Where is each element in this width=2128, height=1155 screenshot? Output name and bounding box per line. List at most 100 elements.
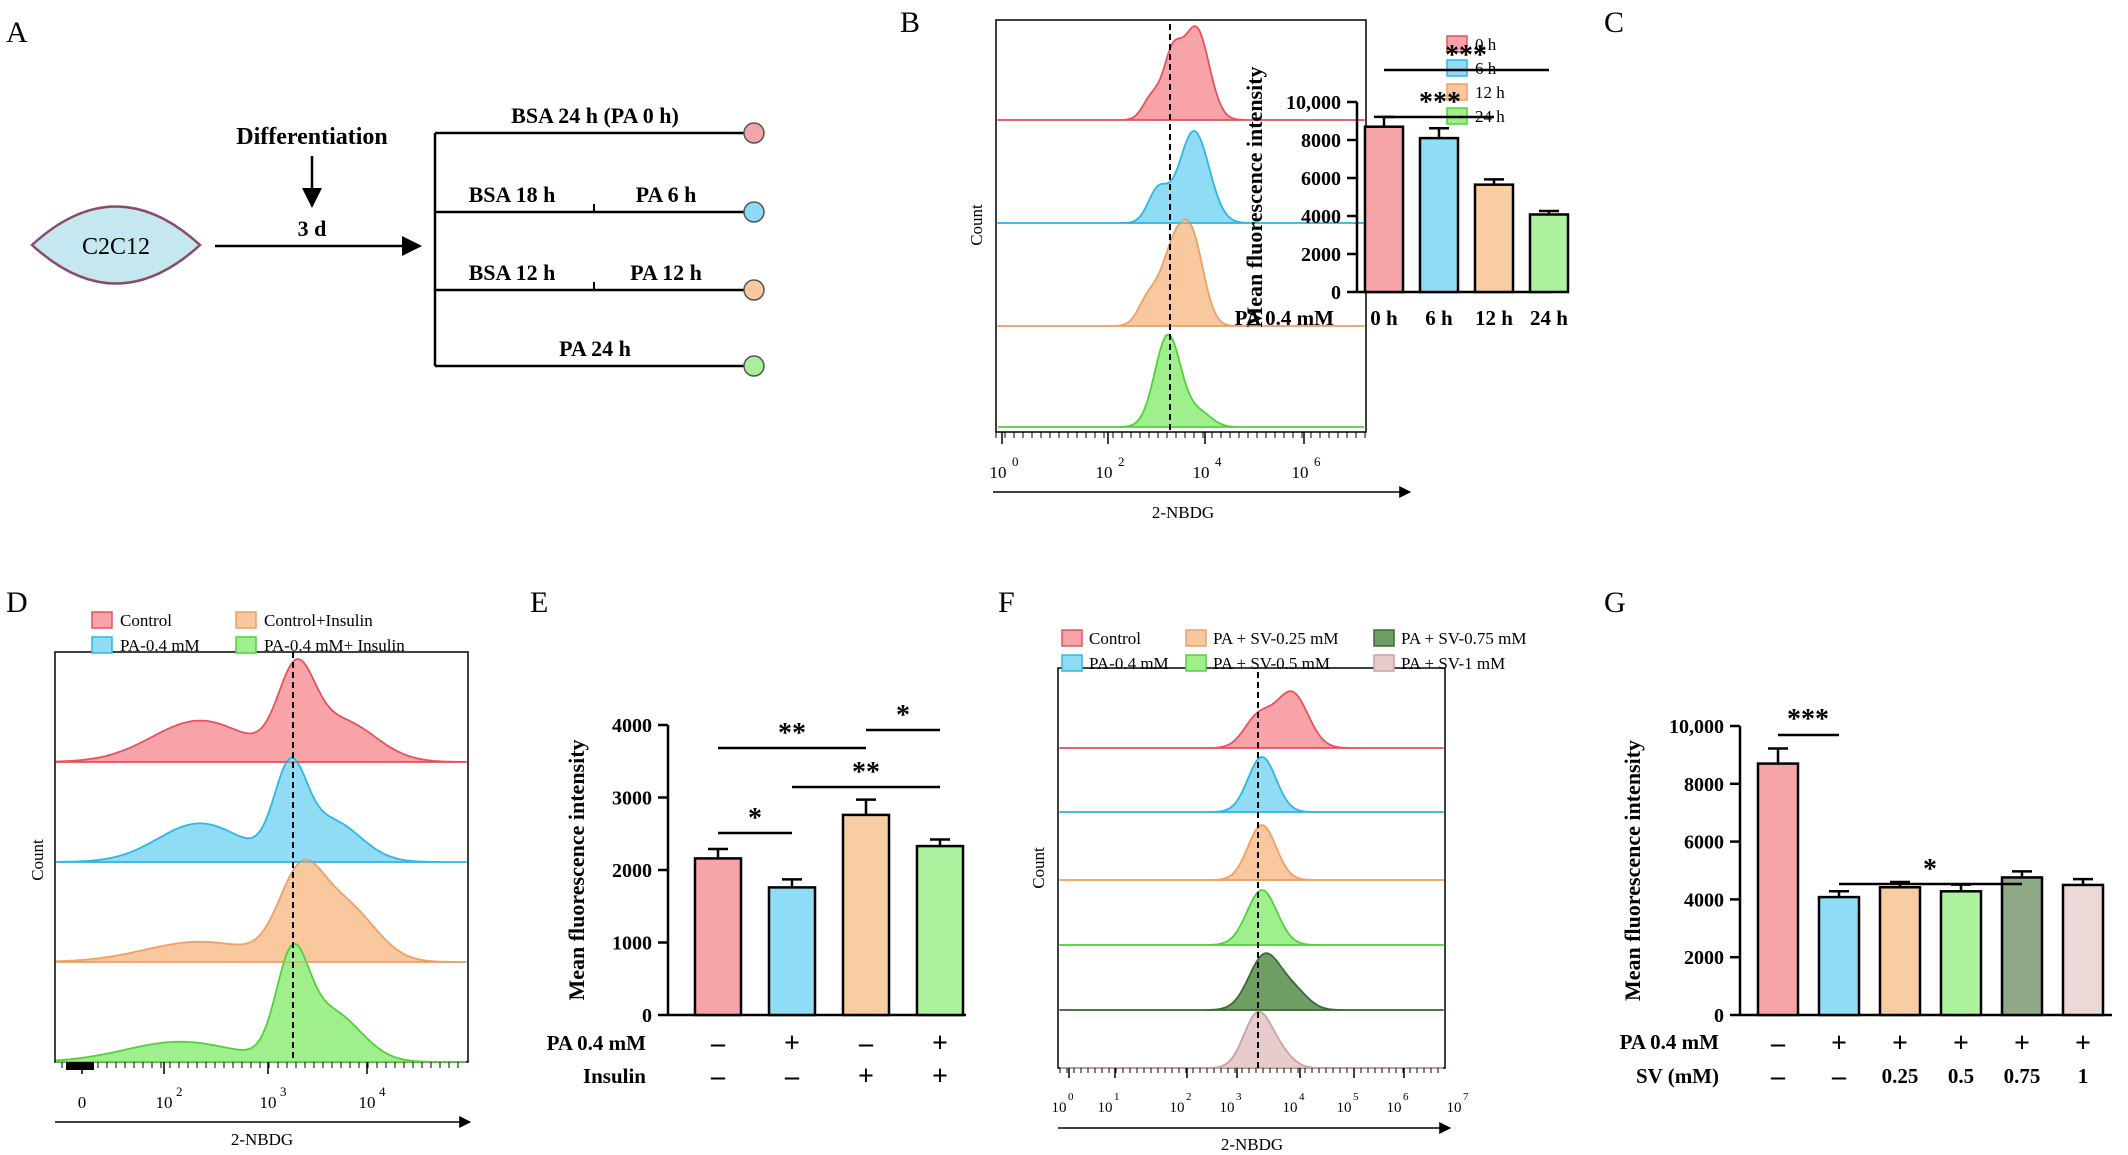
x-axis-label-b: 2-NBDG [1152, 503, 1214, 522]
f-tick-exponent-6: 5 [1353, 1091, 1359, 1103]
b-tick-label-4: 10 [1292, 463, 1309, 482]
branch-label-3-bsa: BSA 12 h [469, 260, 556, 285]
c-y-tick-label-5: 8000 [1301, 130, 1341, 152]
e-bar-1 [693, 857, 743, 1017]
g-pa-sign-3: + [1892, 1028, 1908, 1059]
g-y-tick-label-6: 10,000 [1669, 716, 1724, 738]
b-tick-exponent-2: 2 [1118, 454, 1125, 469]
f-tick-label-1: 10 [1052, 1100, 1067, 1116]
e-sig-label-2: * [748, 803, 762, 834]
e-sig-label-4: ** [852, 757, 880, 788]
e-y-tick-label-3: 2000 [612, 860, 652, 882]
b-tick-exponent-4: 6 [1314, 454, 1321, 469]
histograms-d [56, 658, 467, 1063]
f-legend-label-1: Control [1089, 629, 1141, 648]
b-legend-swatch-1 [1446, 35, 1468, 53]
d-tick-label-2: 10 [156, 1093, 173, 1112]
f-legend-swatch-5 [1185, 654, 1207, 672]
b-legend-label-3: 12 h [1475, 83, 1505, 102]
g-pa-sign-2: + [1831, 1028, 1847, 1059]
x-ticks-b: 10 0 10 2 10 4 10 6 [990, 432, 1366, 482]
d-legend-swatch-2 [235, 611, 257, 629]
x-axis-label-d: 2-NBDG [231, 1130, 293, 1149]
branch-marker-1 [743, 122, 765, 144]
e-pa-sign-3: – [858, 1028, 874, 1059]
branch-label-2-bsa: BSA 18 h [469, 182, 556, 207]
branch-marker-4 [743, 355, 765, 377]
e-bar-4 [915, 844, 965, 1017]
legend-f: Control PA + SV-0.25 mM PA + SV-0.75 mM PA-… [1061, 629, 1527, 673]
bar-chart-c: 0 2000 4000 6000 8000 10,000 Mean fluorescence… [1235, 40, 1570, 330]
f-histogram-3 [1060, 824, 1443, 881]
e-row-label-insulin: Insulin [583, 1064, 646, 1088]
e-y-tick-label-1: 0 [642, 1005, 652, 1027]
g-sig-label-2: * [1923, 854, 1937, 885]
g-bar-2 [1817, 895, 1861, 1017]
c-y-tick-label-2: 2000 [1301, 244, 1341, 266]
g-bar-1 [1756, 762, 1800, 1017]
f-legend-swatch-3 [1373, 629, 1395, 647]
d-histogram-4 [56, 942, 466, 1063]
d-legend-swatch-3 [91, 636, 113, 654]
panel-letter-d: D [6, 586, 28, 619]
g-pa-sign-4: + [1953, 1028, 1969, 1059]
d-legend-label-4: PA-0.4 mM+ Insulin [264, 636, 405, 655]
c-row-label: PA 0.4 mM [1235, 306, 1335, 330]
d-legend-label-1: Control [120, 611, 172, 630]
c-y-tick-label-6: 10,000 [1286, 92, 1341, 114]
y-axis-label-d: Count [28, 839, 47, 881]
g-pa-sign-6: + [2075, 1028, 2091, 1059]
f-tick-exponent-8: 7 [1463, 1091, 1469, 1103]
g-y-tick-label-5: 8000 [1684, 774, 1724, 796]
b-legend-swatch-3 [1446, 83, 1468, 101]
f-histogram-2 [1060, 756, 1443, 813]
g-sv-value-1: – [1770, 1061, 1786, 1092]
g-sig-label-1: *** [1787, 704, 1829, 735]
g-row-label-sv: SV (mM) [1636, 1064, 1719, 1088]
d-dense-ticks [66, 1062, 94, 1070]
duration-label: 3 d [298, 216, 327, 241]
b-histogram-4 [998, 333, 1364, 428]
e-y-tick-label-5: 4000 [612, 715, 652, 737]
f-legend-swatch-6 [1373, 654, 1395, 672]
e-pa-sign-4: + [932, 1028, 948, 1059]
f-tick-exponent-7: 6 [1403, 1091, 1409, 1103]
f-tick-exponent-1: 0 [1068, 1091, 1074, 1103]
g-bar-6 [2061, 883, 2105, 1017]
panel-g: G 0 2000 4000 6000 8000 10,000 Mean fluorescen… [1604, 586, 2112, 1092]
d-tick-exponent-3: 3 [280, 1084, 287, 1099]
d-tick-label-1: 0 [78, 1093, 87, 1112]
panel-letter-f: F [998, 586, 1015, 619]
e-pa-sign-1: – [710, 1028, 726, 1059]
b-tick-exponent-1: 0 [1012, 454, 1019, 469]
d-histogram-2 [56, 756, 466, 863]
b-tick-label-2: 10 [1096, 463, 1113, 482]
panel-letter-c: C [1604, 6, 1624, 39]
g-row-label-pa: PA 0.4 mM [1620, 1030, 1720, 1054]
f-legend-label-2: PA + SV-0.25 mM [1213, 629, 1339, 648]
g-bar-4 [1939, 890, 1983, 1017]
f-tick-label-4: 10 [1220, 1100, 1235, 1116]
e-row-label-pa: PA 0.4 mM [547, 1031, 647, 1055]
f-legend-swatch-2 [1185, 629, 1207, 647]
b-legend-swatch-2 [1446, 59, 1468, 77]
g-sv-value-3: 0.25 [1882, 1064, 1919, 1088]
e-insulin-sign-2: – [784, 1061, 800, 1092]
legend-d: Control Control+Insulin PA-0.4 mM PA-0.4 mM… [91, 611, 405, 655]
e-sig-label-1: ** [778, 718, 806, 749]
y-axis-label-f: Count [1029, 847, 1048, 889]
f-tick-label-2: 10 [1098, 1100, 1113, 1116]
e-insulin-sign-3: + [858, 1061, 874, 1092]
e-bar-2 [767, 886, 817, 1017]
d-tick-label-4: 10 [359, 1093, 376, 1112]
d-legend-swatch-1 [91, 611, 113, 629]
branch-label-1: BSA 24 h (PA 0 h) [511, 103, 679, 128]
g-pa-sign-1: – [1770, 1028, 1786, 1059]
f-histogram-5 [1060, 952, 1443, 1011]
bar-chart-g: 0 2000 4000 6000 8000 10,000 Mean fluorescence… [1620, 704, 2112, 1092]
c-bar-4 [1528, 213, 1570, 294]
g-y-tick-label-4: 6000 [1684, 832, 1724, 854]
